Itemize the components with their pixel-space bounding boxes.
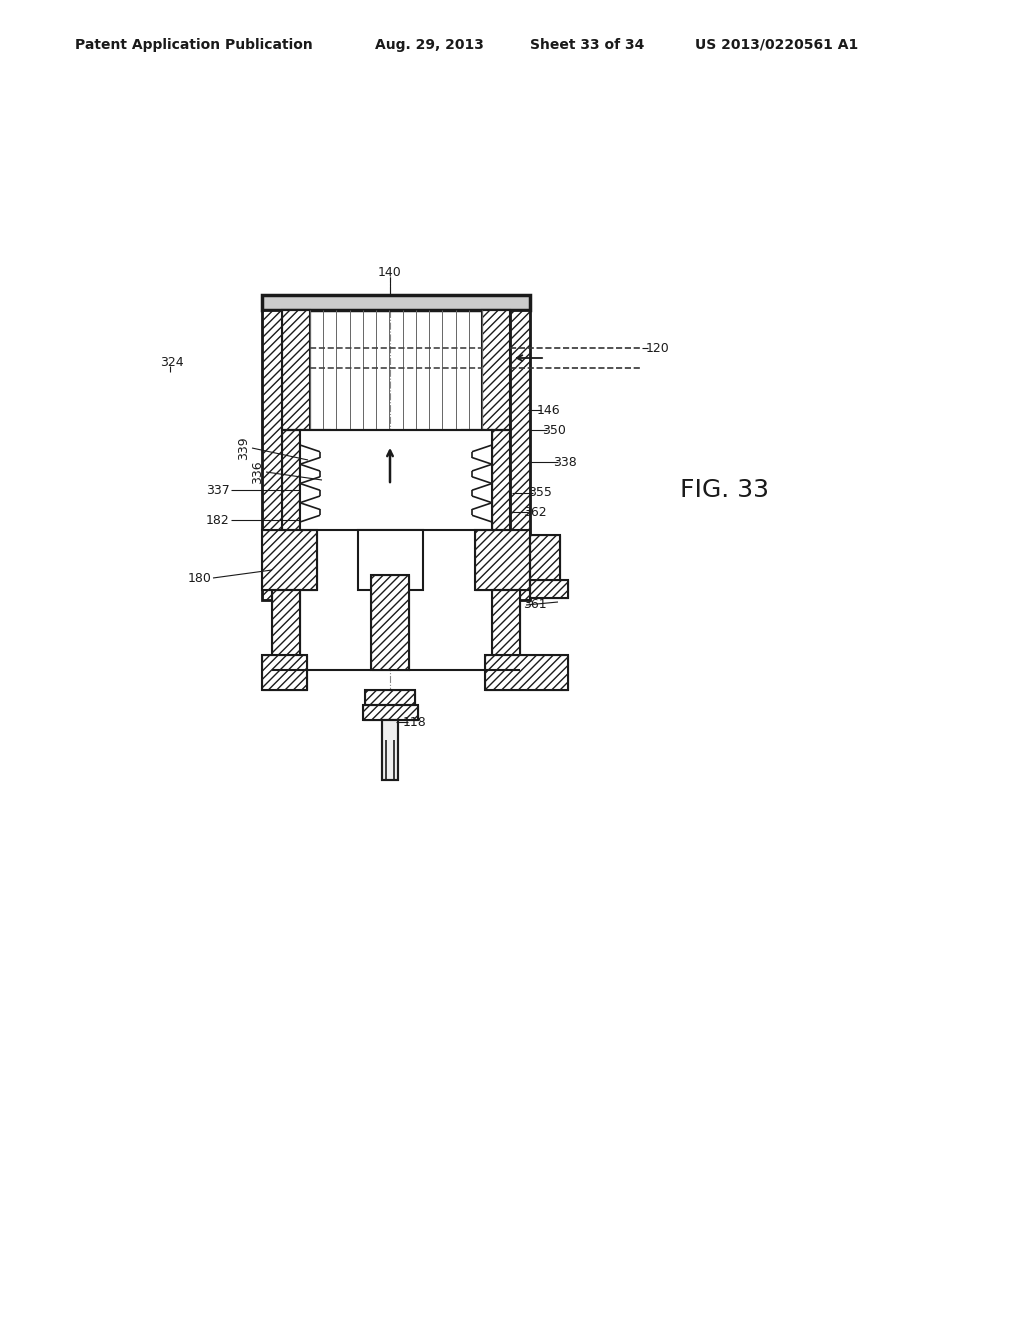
Text: 146: 146: [537, 404, 560, 417]
Bar: [262, 531, 317, 590]
Bar: [475, 531, 530, 590]
Bar: [482, 310, 510, 430]
Bar: [365, 690, 415, 705]
Bar: [371, 576, 409, 671]
Text: Patent Application Publication: Patent Application Publication: [75, 38, 312, 51]
Bar: [485, 655, 568, 690]
Bar: [492, 590, 520, 671]
Bar: [510, 310, 530, 601]
Bar: [282, 430, 300, 531]
Text: FIG. 33: FIG. 33: [680, 478, 769, 502]
Text: 350: 350: [542, 424, 566, 437]
Bar: [262, 310, 282, 601]
Bar: [282, 430, 300, 531]
Text: US 2013/0220561 A1: US 2013/0220561 A1: [695, 38, 858, 51]
Bar: [362, 705, 418, 719]
Bar: [530, 579, 568, 598]
Bar: [362, 705, 418, 719]
Bar: [262, 294, 530, 310]
Text: Sheet 33 of 34: Sheet 33 of 34: [530, 38, 644, 51]
Bar: [382, 719, 398, 780]
Text: 355: 355: [528, 487, 552, 499]
Bar: [300, 430, 492, 531]
Bar: [262, 655, 307, 690]
Bar: [272, 590, 300, 671]
Bar: [357, 531, 423, 590]
Bar: [485, 655, 568, 690]
Bar: [482, 310, 510, 430]
Bar: [262, 655, 307, 690]
Text: 120: 120: [646, 342, 670, 355]
Bar: [530, 535, 560, 585]
Text: 336: 336: [252, 461, 264, 484]
Bar: [382, 719, 398, 780]
Text: 339: 339: [238, 436, 251, 459]
Bar: [308, 430, 330, 455]
Bar: [272, 590, 300, 671]
Bar: [262, 531, 317, 590]
Text: 118: 118: [403, 715, 427, 729]
Bar: [492, 430, 510, 531]
Text: 338: 338: [553, 455, 577, 469]
Text: 361: 361: [523, 598, 547, 611]
Bar: [510, 310, 530, 601]
Bar: [262, 310, 282, 601]
Bar: [530, 535, 560, 585]
Text: Aug. 29, 2013: Aug. 29, 2013: [375, 38, 484, 51]
Text: 140: 140: [378, 265, 401, 279]
Bar: [492, 430, 510, 531]
Bar: [282, 310, 310, 430]
Text: 324: 324: [160, 355, 183, 368]
Text: 180: 180: [188, 572, 212, 585]
Bar: [475, 531, 530, 590]
Bar: [282, 310, 310, 430]
Bar: [530, 579, 568, 598]
Bar: [492, 590, 520, 671]
Text: 182: 182: [206, 513, 229, 527]
Bar: [371, 576, 409, 671]
Bar: [365, 690, 415, 705]
Bar: [462, 430, 484, 455]
Text: 337: 337: [206, 483, 229, 496]
Text: 362: 362: [523, 506, 547, 519]
